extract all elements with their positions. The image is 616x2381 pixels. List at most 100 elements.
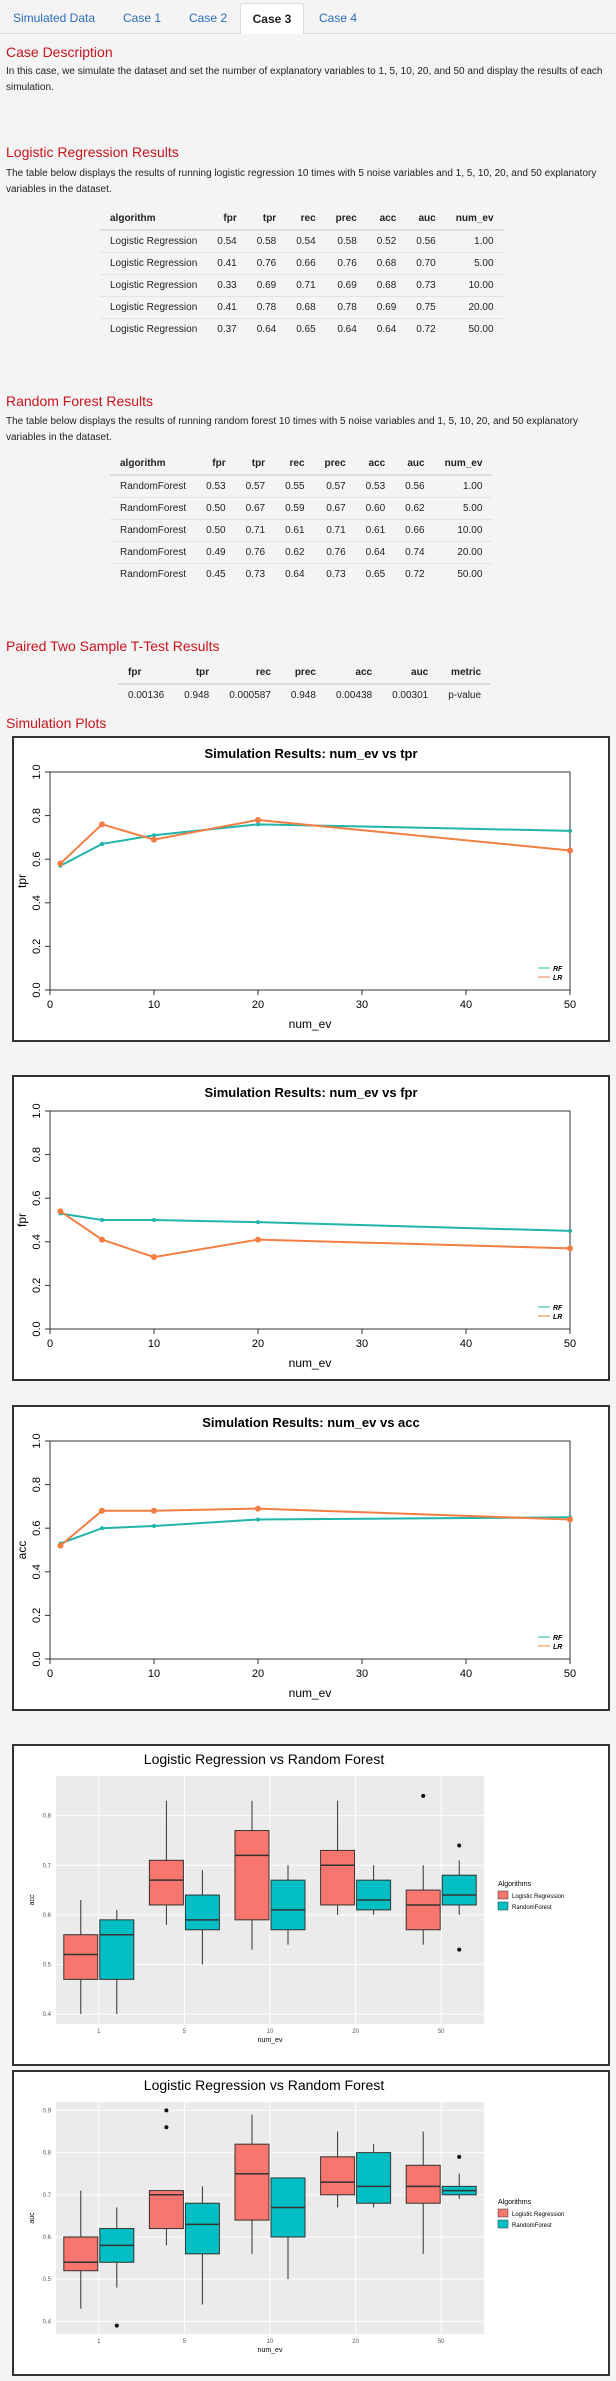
y-tick-label: 0.8 (31, 1147, 43, 1162)
table-cell: Logistic Regression (100, 251, 208, 274)
lr-results-text: The table below displays the results of … (6, 168, 597, 195)
table-cell: 0.45 (196, 562, 236, 585)
table-cell: 0.53 (196, 474, 236, 497)
case-description-title: Case Description (6, 44, 113, 60)
x-axis-label: num_ev (289, 1017, 332, 1031)
table-cell: 1.00 (445, 229, 504, 252)
table-cell: 0.59 (275, 496, 315, 519)
rf-header-row: algorithm fpr tpr rec prec acc auc num_ev (110, 453, 493, 476)
x-axis-label: num_ev (289, 1686, 332, 1700)
table-cell: RandomForest (110, 518, 197, 541)
fpr-line-chart: Simulation Results: num_ev vs fpr 0 10 20 30… (15, 1085, 576, 1370)
x-tick-label: 10 (267, 2339, 274, 2345)
table-cell: 0.78 (246, 295, 287, 318)
y-tick-label: 0.2 (31, 1608, 43, 1623)
data-point (151, 1254, 157, 1261)
table-cell: 0.37 (207, 317, 247, 340)
table-cell: 0.65 (355, 562, 396, 585)
y-tick-label: 0.4 (31, 895, 43, 910)
lr-column-header: fpr (207, 208, 247, 231)
rf-column-header: fpr (196, 453, 236, 476)
table-cell: 0.62 (275, 540, 315, 563)
data-point (567, 847, 573, 854)
table-cell: 0.65 (286, 317, 326, 340)
table-cell: 0.00301 (382, 683, 439, 706)
y-axis-label: acc (15, 1541, 29, 1560)
series-line-rf (59, 823, 571, 867)
lr-results-table: algorithm fpr tpr rec prec acc auc num_ev Logist… (100, 208, 504, 340)
auc-boxplot-panel: Logistic Regression vs Random Forest 0.4 0… (12, 2070, 610, 2376)
rf-column-header: acc (355, 453, 396, 476)
auc-box-plot: Logistic Regression vs Random Forest 0.4 0… (29, 2077, 564, 2354)
outlier-point (457, 1947, 462, 1952)
tab-case-1[interactable]: Case 1 (122, 11, 162, 25)
table-cell: 0.73 (235, 562, 276, 585)
table-cell: 0.64 (355, 540, 396, 563)
table-cell: Logistic Regression (100, 317, 208, 340)
box-randomforest (270, 1879, 306, 1931)
lr-column-header: prec (325, 208, 367, 231)
table-cell: 0.69 (246, 273, 287, 296)
x-tick-label: 20 (352, 2029, 359, 2035)
tab-case-4[interactable]: Case 4 (318, 11, 358, 25)
table-cell: 10.00 (434, 518, 493, 541)
x-tick-label: 5 (183, 2029, 187, 2035)
table-cell: 0.53 (355, 474, 396, 497)
table-cell: 0.76 (246, 251, 287, 274)
y-tick-label: 1.0 (31, 1103, 43, 1118)
lr-column-header: tpr (246, 208, 287, 231)
plot-frame (49, 771, 571, 991)
tab-bar: Simulated Data Case 1 Case 2 Case 3 Case… (0, 0, 616, 34)
chart-title: Simulation Results: num_ev vs tpr (204, 746, 417, 761)
y-tick-label: 0.7 (43, 2193, 52, 2199)
legend-swatch (497, 2219, 509, 2229)
x-tick-label: 50 (564, 1668, 576, 1680)
y-tick-label: 0.7 (43, 1863, 52, 1869)
table-cell: 0.57 (314, 474, 356, 497)
rf-results-table: algorithm fpr tpr rec prec acc auc num_ev Random… (110, 453, 493, 585)
table-cell: 0.62 (395, 496, 435, 519)
acc-box-plot: Logistic Regression vs Random Forest 0.4 0… (29, 1751, 564, 2044)
table-cell: 50.00 (445, 317, 504, 340)
data-point (57, 860, 64, 867)
table-cell: 0.33 (207, 273, 247, 296)
table-cell: 0.50 (196, 496, 236, 519)
table-cell: 5.00 (434, 496, 493, 519)
table-cell: 0.54 (286, 229, 326, 252)
legend-label: Logistic Regression (512, 1894, 564, 1900)
tab-simulated-data[interactable]: Simulated Data (12, 11, 96, 25)
ttest-column-header: prec (280, 662, 326, 685)
y-axis-label: auc (29, 2212, 36, 2224)
table-cell: 0.72 (406, 317, 446, 340)
box-logistic-regression (63, 2236, 99, 2272)
table-cell: 0.61 (355, 518, 396, 541)
fpr-chart-panel: Simulation Results: num_ev vs fpr 0 10 20 30… (12, 1075, 610, 1381)
data-point (99, 1236, 105, 1243)
legend-swatch (497, 1890, 509, 1900)
table-cell: Logistic Regression (100, 273, 208, 296)
rf-column-header: rec (275, 453, 315, 476)
x-tick-label: 0 (47, 999, 53, 1011)
box-logistic-regression (320, 2156, 356, 2196)
legend-swatch (497, 2208, 509, 2218)
series-line-lr (59, 818, 571, 865)
table-cell: 0.64 (246, 317, 287, 340)
plot-frame (49, 1110, 571, 1330)
y-tick-label: 0.2 (31, 1278, 43, 1293)
x-axis-label: num_ev (258, 2037, 283, 2044)
tab-case-3[interactable]: Case 3 (240, 3, 304, 34)
x-tick-label: 10 (148, 999, 160, 1011)
rf-column-header: tpr (235, 453, 276, 476)
box-logistic-regression (234, 1830, 270, 1921)
chart-title: Simulation Results: num_ev vs fpr (204, 1085, 417, 1100)
data-point (100, 1218, 104, 1222)
tab-case-2[interactable]: Case 2 (188, 11, 228, 25)
table-cell: 0.52 (366, 229, 407, 252)
table-cell: 0.67 (235, 496, 276, 519)
acc-chart-panel: Simulation Results: num_ev vs acc 0 10 20 30… (12, 1405, 610, 1711)
x-tick-label: 40 (460, 1338, 472, 1350)
ttest-column-header: rec (219, 662, 281, 685)
table-cell: 0.56 (406, 229, 446, 252)
table-cell: 0.50 (196, 518, 236, 541)
table-row: RandomForest 0.50 0.71 0.61 0.71 0.61 0.66 10.0… (110, 518, 493, 541)
